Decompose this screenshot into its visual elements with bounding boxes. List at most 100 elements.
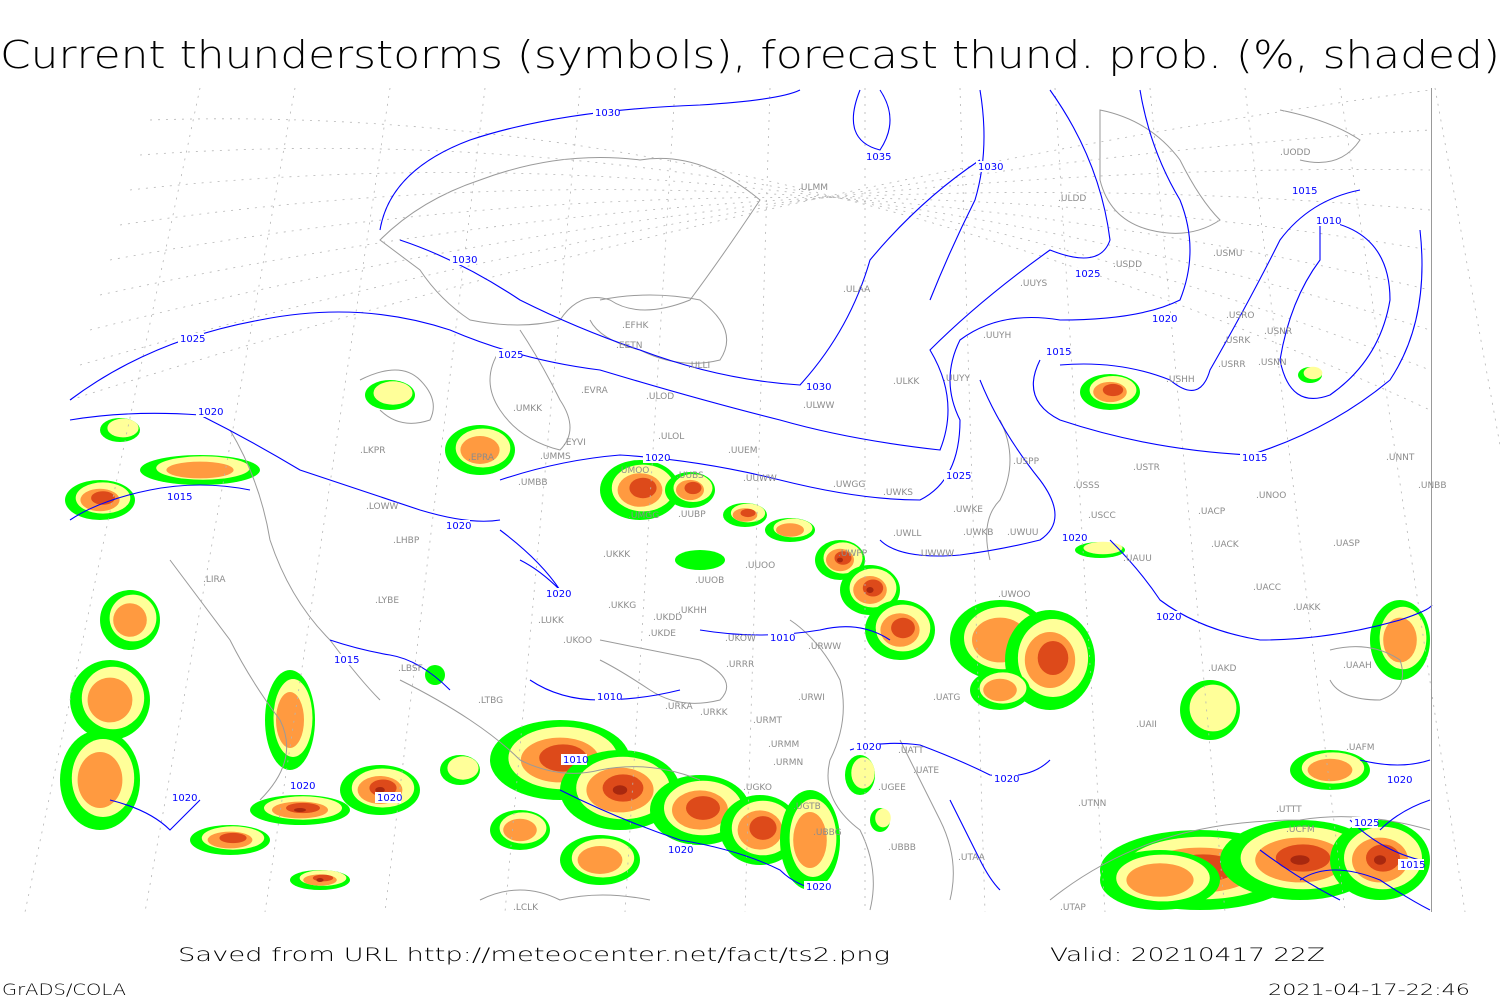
station-label: .EETN	[616, 341, 642, 351]
isobar-label: 1020	[994, 774, 1019, 785]
parallel-line	[129, 172, 1431, 331]
station-label: .UBBB	[888, 843, 916, 853]
isobar-line	[879, 379, 1056, 557]
coastline	[169, 559, 288, 801]
probability-area-level-3	[793, 812, 827, 868]
station-label: .UATT	[898, 746, 924, 756]
station-label: .UUYH	[983, 331, 1011, 341]
isobar-label: 1020	[645, 453, 670, 464]
probability-area-level-2	[447, 756, 479, 780]
station-label: .UTAP	[1060, 903, 1086, 913]
isobar-label: 1030	[595, 108, 620, 119]
isobar-label: 1010	[1316, 216, 1341, 227]
station-label: .USRR	[1218, 360, 1246, 370]
meridian-line	[744, 87, 771, 913]
station-label: .UACC	[1253, 583, 1281, 593]
station-label: .ULOD	[646, 392, 674, 402]
isobar-label: 1025	[946, 471, 971, 482]
isobar-label: 1020	[1387, 775, 1412, 786]
station-label: .UATE	[913, 766, 939, 776]
station-label: .ULDD	[1058, 194, 1086, 204]
isobar-line	[949, 799, 1001, 891]
station-label: .URKK	[700, 708, 729, 718]
station-label: .EPRA	[468, 453, 495, 463]
station-label: .USSS	[1073, 481, 1100, 491]
isobar-line	[379, 89, 801, 231]
isobar-label-bg	[196, 406, 222, 417]
isobar-label: 1015	[167, 492, 192, 503]
probability-area-level-3	[1126, 863, 1194, 897]
station-label: .USPP	[1013, 457, 1040, 467]
probability-area-level-2	[373, 381, 413, 405]
coastline	[1279, 109, 1361, 163]
station-label: .UAKK	[1293, 603, 1322, 613]
station-label: .USDD	[1113, 260, 1142, 270]
station-label: .UASP	[1333, 539, 1360, 549]
station-label: .UUBP	[678, 510, 706, 520]
station-label: .UTTT	[1276, 805, 1302, 815]
isobar-label-bg	[544, 588, 570, 599]
isobar-label-bg	[450, 254, 476, 265]
coastline	[599, 639, 728, 704]
station-label: .URRR	[726, 660, 754, 670]
probability-area-level-3	[460, 436, 500, 464]
isobar-label-bg	[1290, 185, 1316, 196]
station-label: .USTR	[1133, 463, 1160, 473]
probability-area-level-5	[316, 878, 324, 882]
isobar-label: 1025	[1354, 818, 1379, 829]
isobar-label-bg	[170, 792, 196, 803]
probability-area-level-2	[851, 757, 875, 789]
parallel-line	[119, 189, 1431, 291]
station-labels: .EFHK .EETN .ULLI .EVRA .ULOD .UMKK .EYVI .ULOL…	[203, 148, 1447, 913]
station-label: .UACP	[1198, 507, 1226, 517]
probability-area-level-3	[166, 461, 234, 479]
station-label: .UMKK	[513, 404, 543, 414]
isobar-label: 1015	[1292, 186, 1317, 197]
station-label: .USRO	[1226, 311, 1255, 321]
meridian-line	[144, 87, 296, 913]
isobar-label: 1020	[1152, 314, 1177, 325]
isobar-label: 1015	[334, 655, 359, 666]
isobar-label-bg	[1352, 817, 1378, 828]
station-label: .UNBB	[1418, 481, 1447, 491]
coastline	[399, 679, 701, 781]
station-label: .UTNN	[1078, 799, 1106, 809]
station-label: .UUOB	[695, 576, 724, 586]
coastline	[1099, 109, 1221, 234]
meridian-line	[959, 87, 986, 913]
isobar-line	[109, 799, 201, 831]
station-label: .UTAA	[958, 853, 986, 863]
probability-area-level-5	[1290, 855, 1310, 865]
isobar-line	[1359, 759, 1431, 766]
isobar-label: 1030	[978, 162, 1003, 173]
station-label: .ULOL	[658, 432, 684, 442]
isobar-line	[499, 89, 1191, 501]
isobar-label: 1020	[806, 882, 831, 893]
coastline	[789, 619, 874, 911]
station-label: .UKKG	[608, 601, 636, 611]
isobar-label-bg	[496, 349, 522, 360]
isobar-label: 1020	[377, 793, 402, 804]
meridian-line	[264, 87, 391, 913]
station-label: .UKOW	[725, 634, 756, 644]
probability-area-level-3	[77, 752, 123, 808]
probability-area-level-4	[1037, 641, 1069, 675]
station-label: .UAFM	[1346, 743, 1375, 753]
source-url-text: Saved from URL http://meteocenter.net/fa…	[178, 944, 890, 966]
probability-area-level-4	[862, 579, 884, 597]
station-label: .EYVI	[563, 438, 586, 448]
isobar-label-bg	[595, 691, 621, 702]
isobar-label: 1020	[198, 407, 223, 418]
isobar-label-bg	[804, 381, 830, 392]
station-label: .UAKD	[1208, 664, 1237, 674]
station-label: .ULLI	[688, 361, 710, 371]
isobar-label-bg	[944, 470, 970, 481]
probability-area-level-2	[107, 418, 139, 438]
isobar-label-bg	[1314, 215, 1340, 226]
isobar-label: 1015	[1400, 860, 1425, 871]
isobar-label-bg	[178, 333, 204, 344]
probability-area-level-3	[113, 603, 147, 637]
probability-area-level-2	[1083, 541, 1123, 555]
isobar-line	[329, 639, 451, 691]
meridian-line	[624, 87, 676, 913]
